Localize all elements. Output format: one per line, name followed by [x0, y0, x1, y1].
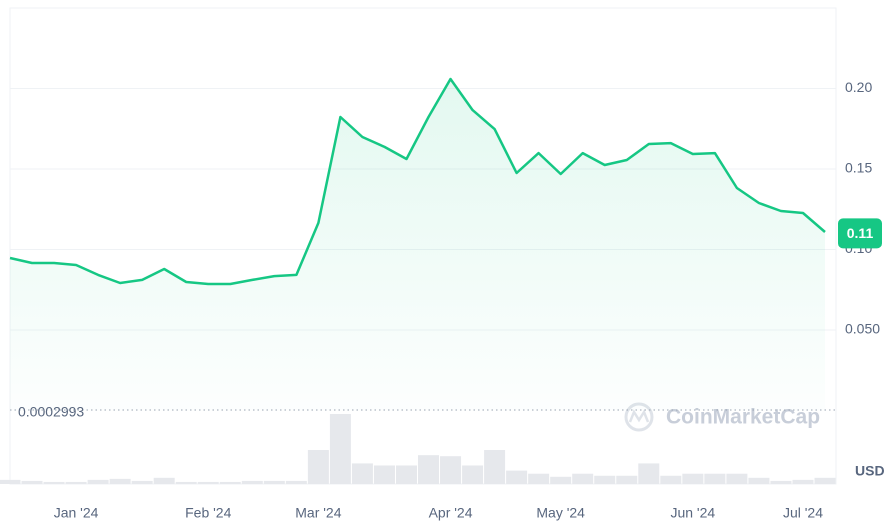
volume-bar: [21, 480, 43, 484]
volume-bar: [462, 465, 484, 484]
volume-bar: [241, 480, 263, 484]
volume-bar: [550, 476, 572, 484]
x-tick-label: Apr '24: [429, 505, 473, 521]
volume-bar: [87, 479, 109, 484]
volume-bar: [65, 481, 87, 484]
volume-bar: [197, 481, 219, 484]
volume-bar: [351, 463, 373, 484]
volume-bar: [43, 481, 65, 484]
volume-bar: [594, 475, 616, 484]
price-tag-label: 0.11: [847, 225, 874, 241]
volume-bar: [660, 475, 682, 484]
x-tick-label: Feb '24: [185, 505, 231, 521]
volume-bar: [506, 470, 528, 484]
volume-bar: [395, 465, 417, 484]
watermark-text: CoinMarketCap: [666, 406, 820, 429]
volume-bar: [131, 480, 153, 484]
x-tick-label: Jan '24: [54, 505, 99, 521]
volume-bar: [770, 480, 792, 484]
volume-bar: [307, 450, 329, 484]
volume-bar: [792, 479, 814, 484]
price-area: [10, 79, 825, 411]
volume-bar: [638, 463, 660, 484]
volume-bar: [329, 414, 351, 484]
volume-bar: [726, 473, 748, 484]
x-tick-label: Jul '24: [783, 505, 823, 521]
price-line: [9, 77, 826, 286]
axis-unit: USD: [855, 463, 885, 479]
volume-bar: [704, 473, 726, 484]
volume-bar: [109, 478, 131, 484]
volume-bar: [219, 481, 241, 484]
volume-bar: [175, 481, 197, 484]
volume-bar: [682, 473, 704, 484]
y-tick-label: 0.20: [845, 79, 872, 95]
x-tick-label: Mar '24: [295, 505, 341, 521]
volume-bar: [373, 465, 395, 484]
x-tick-label: May '24: [536, 505, 585, 521]
volume-bar: [572, 473, 594, 484]
volume-bar: [440, 456, 462, 484]
volume-bar: [748, 477, 770, 484]
volume-bar: [528, 473, 550, 484]
volume-bar: [814, 477, 836, 484]
volume-bar: [153, 477, 175, 484]
price-tag: [838, 218, 882, 249]
volume-bar: [418, 455, 440, 484]
volume-bar: [263, 480, 285, 484]
x-tick-label: Jun '24: [670, 505, 715, 521]
volume-bar: [484, 450, 506, 484]
volume-bar: [0, 479, 21, 484]
volume-bar: [285, 480, 307, 484]
volume-bar: [616, 475, 638, 484]
baseline-label: 0.0002993: [18, 404, 84, 420]
y-tick-label: 0.050: [845, 321, 880, 337]
y-tick-label: 0.15: [845, 160, 872, 176]
